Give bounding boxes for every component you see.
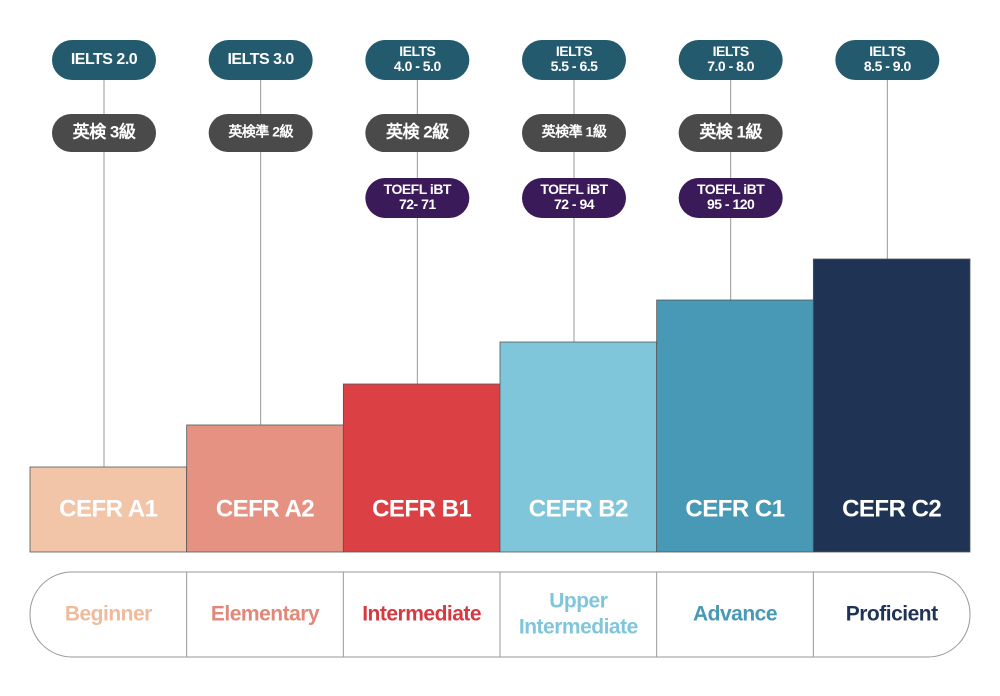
toefl-pill-text: TOEFL iBT bbox=[697, 181, 765, 197]
step bbox=[499, 341, 658, 553]
step bbox=[342, 383, 501, 553]
step bbox=[656, 299, 814, 553]
eiken-text: 英検 1級 bbox=[699, 121, 762, 141]
ielts-pill bbox=[678, 40, 783, 80]
eiken-pill bbox=[208, 114, 313, 152]
eiken-pill bbox=[365, 114, 470, 152]
eiken-text: 英検準 1級 bbox=[541, 124, 607, 140]
toefl-pill-text: TOEFL iBT bbox=[540, 181, 608, 197]
eiken-text: 英検 3級 bbox=[73, 121, 136, 141]
toefl-pill bbox=[365, 178, 470, 218]
eiken-pill bbox=[52, 114, 156, 152]
toefl-pill-text: 72 - 94 bbox=[554, 196, 595, 212]
level-name: Upper bbox=[549, 590, 608, 613]
cefr-label: CEFR B1 bbox=[372, 495, 471, 522]
toefl-pill-text: 95 - 120 bbox=[707, 196, 755, 212]
ielts-pill bbox=[208, 40, 313, 80]
ielts-pill-text: 8.5 - 9.0 bbox=[864, 58, 912, 74]
ielts-pill bbox=[365, 40, 470, 80]
ielts-pill-text: IELTS 3.0 bbox=[227, 51, 294, 68]
cefr-label: CEFR A1 bbox=[59, 495, 157, 522]
step bbox=[812, 258, 971, 553]
step bbox=[186, 424, 344, 553]
toefl-pill bbox=[678, 178, 783, 218]
ielts-pill-text: IELTS bbox=[869, 43, 905, 59]
level-name: Elementary bbox=[211, 603, 320, 626]
ielts-pill bbox=[52, 40, 156, 80]
toefl-pill bbox=[522, 178, 626, 218]
ielts-pill-text: IELTS bbox=[399, 43, 435, 59]
ielts-pill bbox=[835, 40, 940, 80]
ielts-pill-text: IELTS bbox=[713, 43, 749, 59]
ielts-pill-text: 4.0 - 5.0 bbox=[394, 58, 442, 74]
cefr-label: CEFR B2 bbox=[529, 495, 628, 522]
ielts-pill bbox=[522, 40, 626, 80]
eiken-text: 英検準 2級 bbox=[227, 124, 293, 140]
toefl-pill-text: TOEFL iBT bbox=[384, 181, 452, 197]
eiken-pill bbox=[522, 114, 626, 152]
eiken-text: 英検 2級 bbox=[386, 121, 449, 141]
level-name: Proficient bbox=[846, 603, 938, 626]
eiken-pill bbox=[678, 114, 783, 152]
ielts-pill-text: 7.0 - 8.0 bbox=[707, 58, 755, 74]
ielts-pill-text: 5.5 - 6.5 bbox=[551, 58, 599, 74]
toefl-pill-text: 72- 71 bbox=[399, 196, 436, 212]
cefr-label: CEFR C1 bbox=[685, 495, 784, 522]
ielts-pill-text: IELTS 2.0 bbox=[71, 51, 138, 68]
level-name: Beginner bbox=[65, 603, 152, 626]
step bbox=[29, 466, 188, 553]
cefr-label: CEFR A2 bbox=[216, 495, 314, 522]
level-name: Intermediate bbox=[519, 616, 638, 639]
level-name: Advance bbox=[693, 603, 777, 626]
ielts-pill-text: IELTS bbox=[556, 43, 592, 59]
level-name: Intermediate bbox=[362, 603, 481, 626]
cefr-label: CEFR C2 bbox=[842, 495, 941, 522]
